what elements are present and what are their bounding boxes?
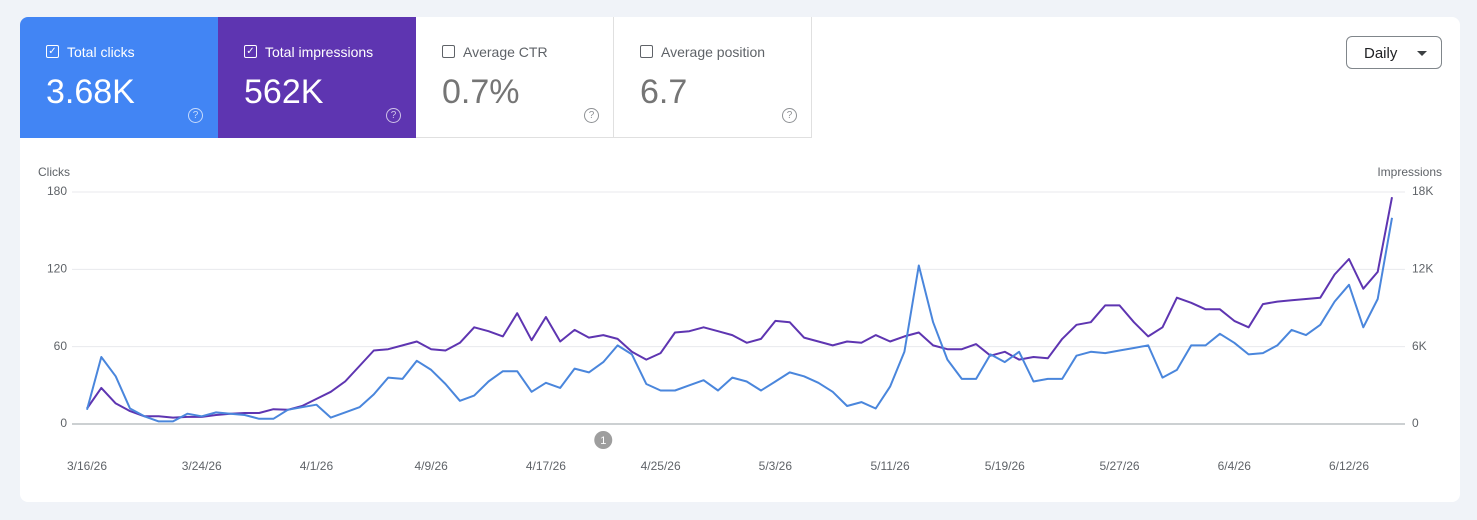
- metric-label: Total clicks: [67, 44, 135, 60]
- x-tick-label: 3/16/26: [67, 459, 107, 473]
- y-tick-label: 180: [47, 184, 67, 198]
- annotation-marker: [594, 431, 613, 449]
- performance-card: ✓ Total clicks 3.68K? ✓ Total impressions 562…: [20, 17, 1460, 502]
- y2-tick-label: 18K: [1412, 184, 1433, 198]
- dropdown-arrow: [1417, 51, 1427, 56]
- x-tick-label: 5/11/26: [870, 459, 909, 473]
- help-icon: ?: [584, 108, 599, 123]
- help-icon: ?: [782, 108, 797, 123]
- annotation-label: 1: [600, 435, 606, 447]
- period-label: Daily: [1364, 45, 1398, 62]
- metric-tile[interactable]: Average CTR 0.7%?: [416, 17, 614, 138]
- checkbox: [640, 45, 653, 58]
- x-tick-label: 4/17/26: [526, 459, 566, 473]
- y2-tick-label: 0: [1412, 416, 1419, 430]
- y-axis-title: Clicks: [38, 165, 70, 179]
- x-tick-label: 4/25/26: [641, 459, 681, 473]
- metric-label: Average position: [661, 44, 766, 60]
- help-icon: ?: [188, 108, 203, 123]
- y2-tick-label: 12K: [1412, 262, 1433, 276]
- metric-value: 0.7%: [442, 73, 520, 111]
- period-dropdown[interactable]: Daily: [1346, 36, 1442, 69]
- y-tick-label: 60: [54, 339, 68, 353]
- checkbox: ✓: [244, 45, 257, 58]
- metric-label: Average CTR: [463, 44, 548, 60]
- y-tick-label: 0: [60, 416, 67, 430]
- series-line: [86, 197, 1393, 419]
- x-tick-label: 5/19/26: [985, 459, 1025, 473]
- metric-value: 6.7: [640, 73, 688, 111]
- y-tick-label: 120: [47, 262, 67, 276]
- metric-tile[interactable]: Average position 6.7?: [614, 17, 812, 138]
- metric-tile[interactable]: ✓ Total impressions 562K?: [218, 17, 416, 138]
- metric-tile[interactable]: ✓ Total clicks 3.68K?: [20, 17, 218, 138]
- checkbox: [442, 45, 455, 58]
- metric-value: 562K: [244, 73, 324, 111]
- x-tick-label: 4/1/26: [300, 459, 334, 473]
- checkbox: ✓: [46, 45, 59, 58]
- x-tick-label: 4/9/26: [414, 459, 448, 473]
- series-line: [86, 217, 1393, 423]
- y2-axis-title: Impressions: [1377, 165, 1442, 179]
- x-tick-label: 6/12/26: [1329, 459, 1369, 473]
- help-icon: ?: [386, 108, 401, 123]
- x-tick-label: 5/3/26: [759, 459, 793, 473]
- x-tick-label: 6/4/26: [1218, 459, 1252, 473]
- x-tick-label: 5/27/26: [1100, 459, 1140, 473]
- metric-value: 3.68K: [46, 73, 135, 111]
- metric-label: Total impressions: [265, 44, 374, 60]
- y2-tick-label: 6K: [1412, 339, 1427, 353]
- x-tick-label: 3/24/26: [182, 459, 222, 473]
